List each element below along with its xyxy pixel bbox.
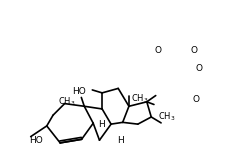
- Text: H: H: [117, 136, 123, 145]
- Text: CH$_3$: CH$_3$: [131, 93, 148, 105]
- Text: CH$_3$: CH$_3$: [58, 96, 75, 108]
- Text: O: O: [195, 64, 202, 73]
- Text: HO: HO: [72, 88, 86, 97]
- Text: O: O: [154, 46, 161, 55]
- Text: HO: HO: [29, 136, 43, 145]
- Text: O: O: [192, 95, 199, 104]
- Text: O: O: [191, 46, 198, 55]
- Text: CH$_3$: CH$_3$: [157, 111, 175, 123]
- Text: H: H: [98, 120, 105, 129]
